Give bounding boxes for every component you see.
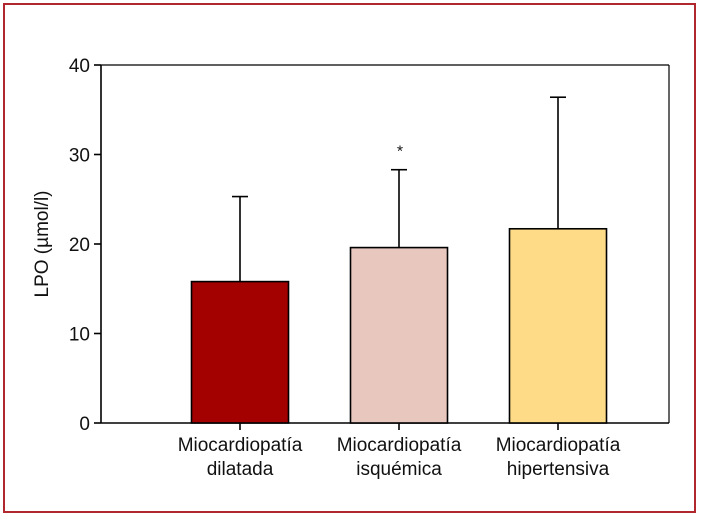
- bar: [349, 246, 449, 424]
- bar: [190, 280, 290, 424]
- significance-marker: *: [397, 144, 403, 161]
- annotations: *: [397, 144, 403, 161]
- x-tick-label: dilatada: [207, 459, 274, 480]
- x-tick-label: isquémica: [356, 459, 442, 480]
- y-tick-label: 40: [69, 56, 90, 77]
- x-tick-labels: Miocardiopatía dilatada Miocardiopatía isqu…: [178, 423, 621, 480]
- bar: [508, 227, 608, 424]
- x-tick-label: Miocardiopatía: [337, 435, 462, 456]
- error-bars: [232, 96, 566, 282]
- x-tick-label: Miocardiopatía: [496, 435, 621, 456]
- y-ticks: 0 10 20 30 40: [69, 56, 101, 435]
- y-tick-label: 30: [69, 146, 90, 167]
- x-tick-label: Miocardiopatía: [178, 435, 303, 456]
- bars: [190, 227, 608, 424]
- y-tick-label: 0: [79, 414, 90, 435]
- y-axis-title: LPO (µmol/l): [32, 190, 53, 297]
- y-tick-label: 10: [69, 325, 90, 346]
- x-tick-label: hipertensiva: [507, 459, 610, 480]
- y-tick-label: 20: [69, 235, 90, 256]
